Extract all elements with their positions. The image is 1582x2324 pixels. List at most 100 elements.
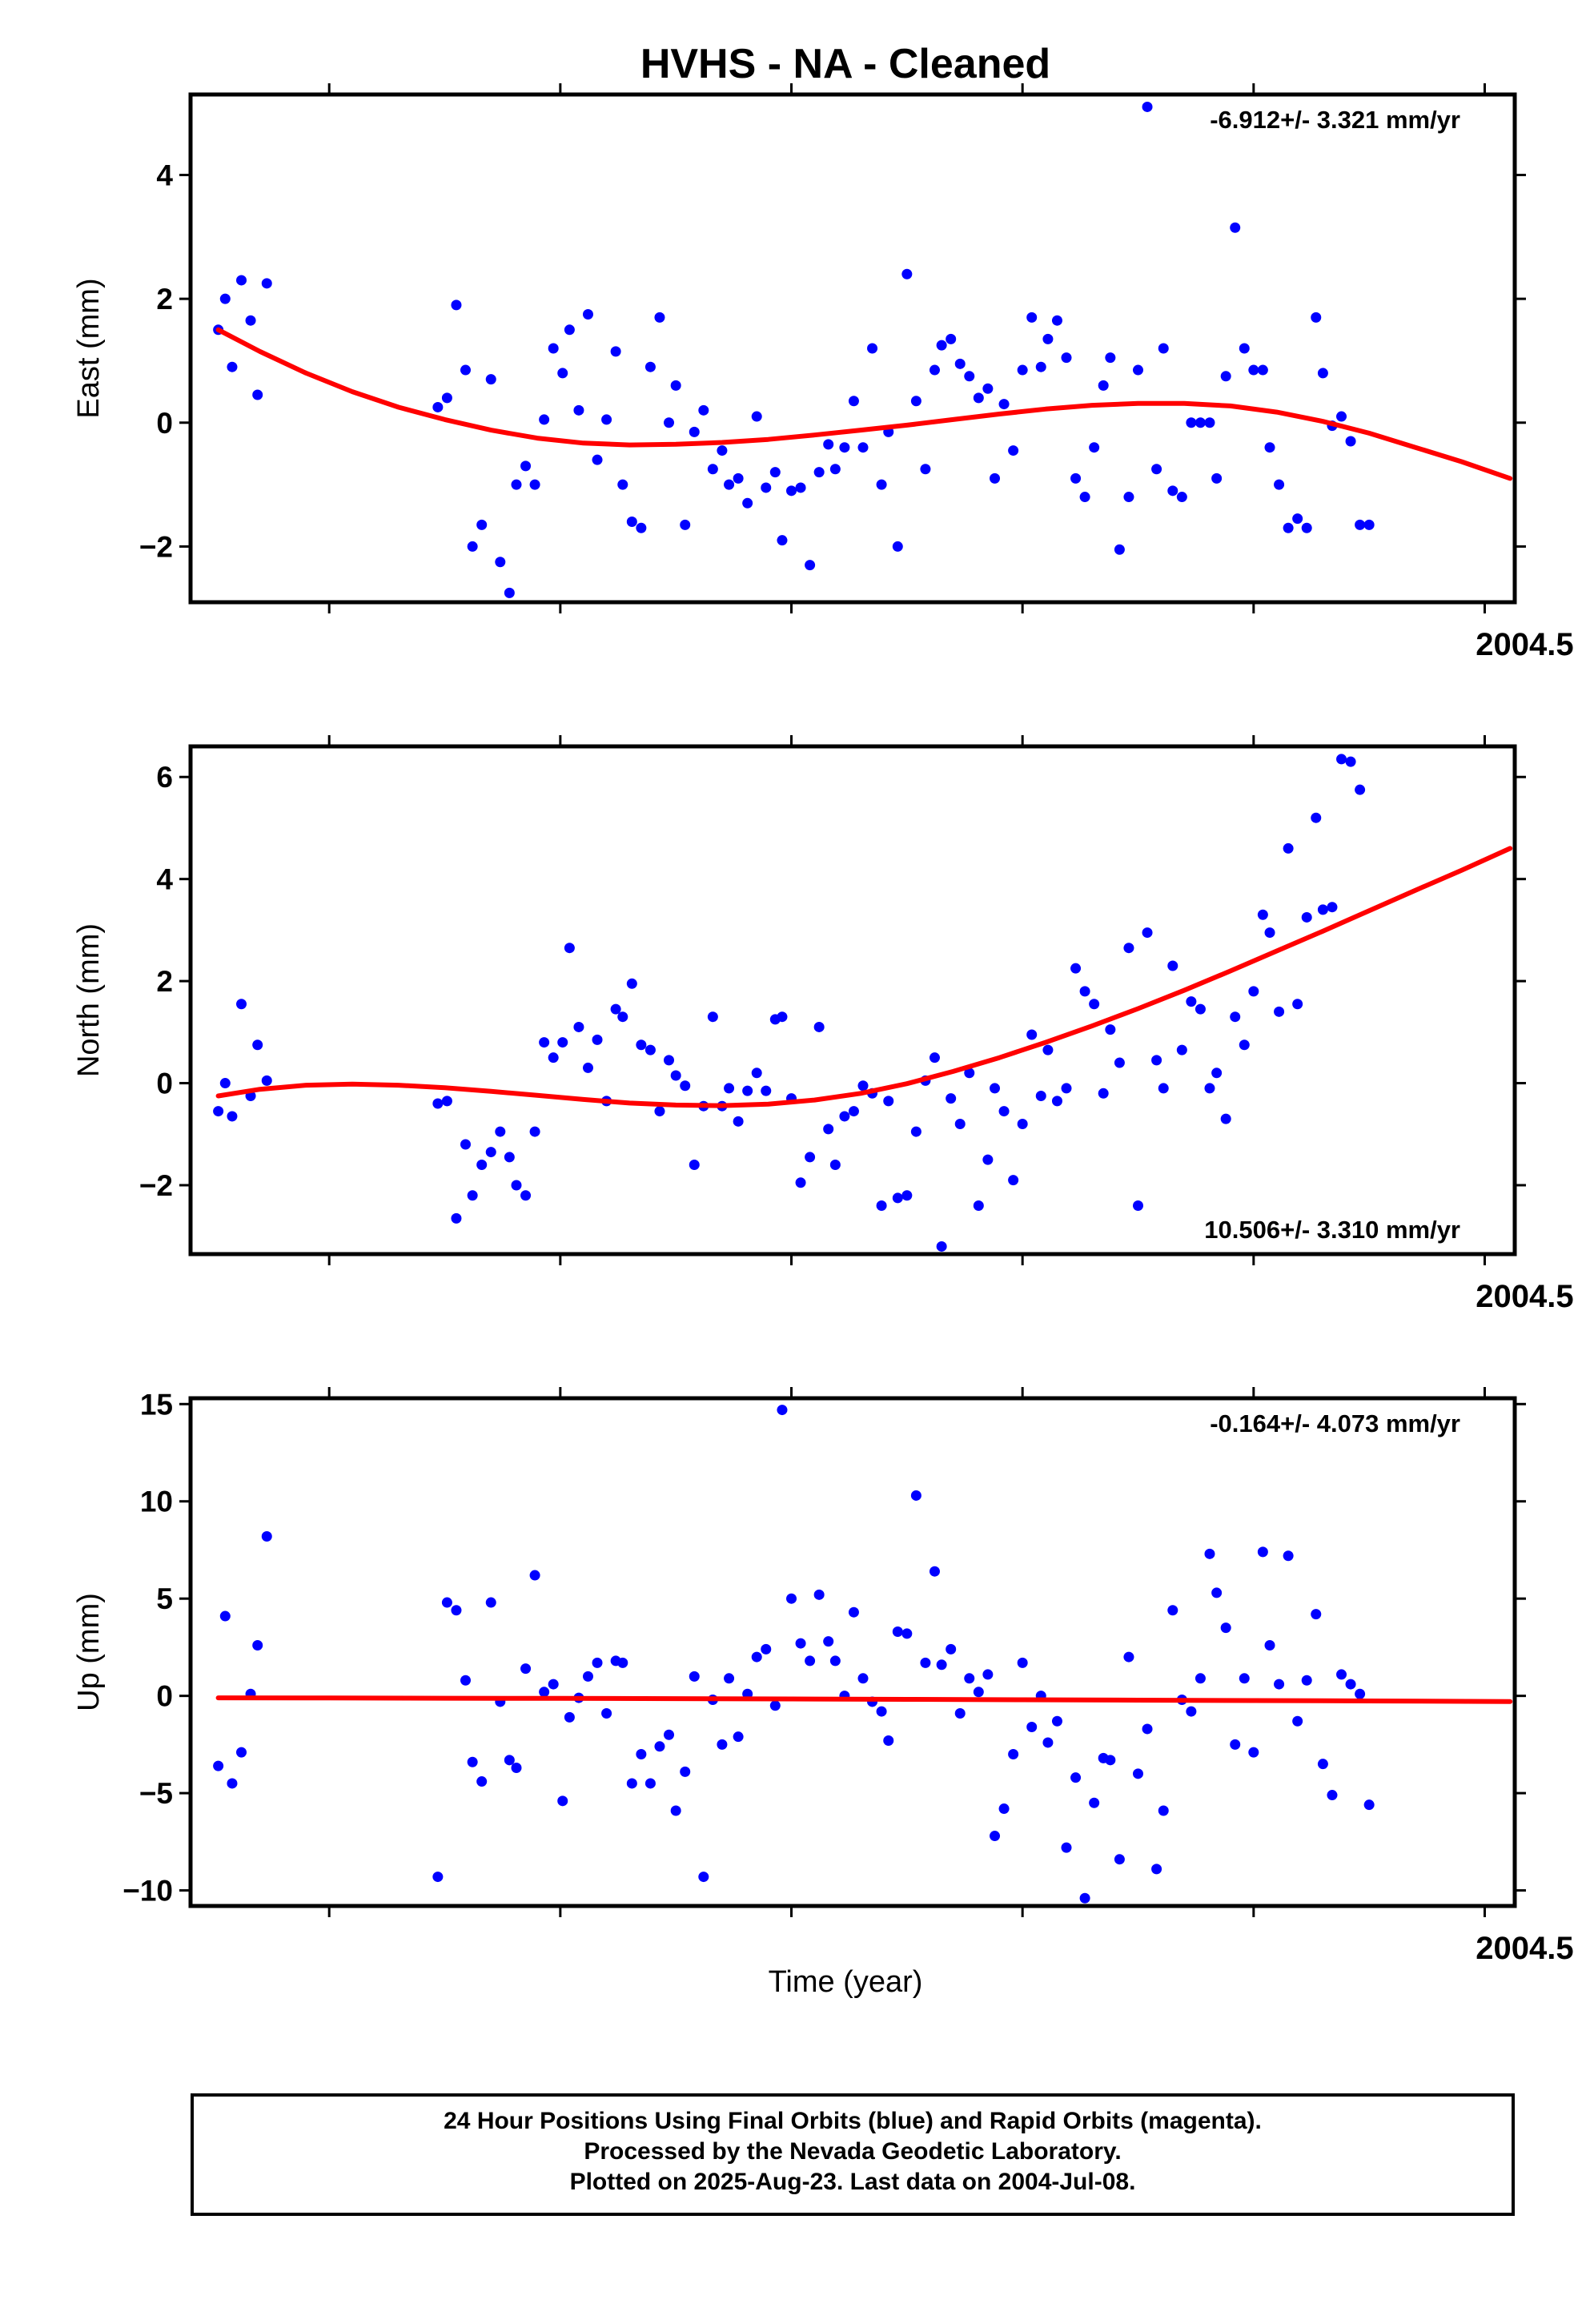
- y-tick-label: −2: [139, 1169, 173, 1202]
- data-point: [1264, 442, 1275, 453]
- data-point: [1151, 464, 1162, 475]
- data-point: [857, 1080, 869, 1092]
- data-point: [892, 1192, 903, 1204]
- data-point: [742, 497, 753, 509]
- data-point: [252, 1039, 263, 1051]
- data-point: [1327, 902, 1338, 913]
- data-point: [777, 1011, 788, 1023]
- data-point: [1220, 1622, 1231, 1634]
- data-point: [901, 268, 913, 279]
- data-point: [573, 404, 584, 416]
- data-point: [839, 442, 850, 453]
- data-point: [467, 1190, 478, 1201]
- data-point: [1257, 909, 1268, 920]
- data-point: [1105, 352, 1116, 364]
- y-tick-label: 2: [156, 283, 173, 316]
- data-point: [1035, 1090, 1046, 1101]
- data-point: [664, 1055, 675, 1066]
- data-point: [929, 1566, 940, 1577]
- data-point: [954, 1708, 966, 1719]
- data-point: [467, 1756, 478, 1767]
- data-point: [252, 389, 263, 400]
- data-point: [261, 1530, 272, 1542]
- data-point: [795, 1638, 806, 1649]
- y-axis-label: East (mm): [72, 278, 106, 418]
- data-point: [626, 516, 637, 527]
- data-point: [1132, 364, 1143, 376]
- axes-frame: [188, 92, 1517, 605]
- data-point: [1132, 1200, 1143, 1211]
- data-point: [441, 1597, 452, 1608]
- data-point: [982, 1669, 994, 1680]
- data-point: [539, 1687, 550, 1698]
- data-point: [1345, 1679, 1356, 1690]
- data-point: [1248, 986, 1259, 997]
- data-point: [680, 1766, 691, 1777]
- y-tick-label: 15: [140, 1388, 173, 1421]
- rate-label: 10.506+/- 3.310 mm/yr: [1204, 1216, 1460, 1244]
- data-point: [261, 278, 272, 289]
- data-point: [1061, 352, 1072, 364]
- data-point: [954, 358, 966, 369]
- data-point: [548, 343, 559, 354]
- data-point: [582, 308, 593, 320]
- data-point: [432, 1872, 444, 1883]
- data-point: [954, 1119, 966, 1130]
- y-axis-label: North (mm): [72, 923, 106, 1077]
- data-point: [601, 414, 612, 425]
- data-point: [1230, 222, 1241, 233]
- y-tick-label: 4: [156, 863, 173, 896]
- data-point: [213, 1760, 224, 1771]
- data-point: [219, 1078, 231, 1089]
- data-point: [848, 396, 859, 407]
- data-point: [823, 1124, 834, 1135]
- data-point: [1079, 986, 1090, 997]
- data-point: [1186, 417, 1197, 428]
- data-point: [654, 1741, 665, 1752]
- data-point: [724, 1083, 735, 1094]
- data-point: [733, 1731, 744, 1743]
- data-point: [644, 1044, 656, 1055]
- data-point: [1311, 1609, 1322, 1620]
- data-point: [1211, 1587, 1223, 1598]
- data-point: [901, 1628, 913, 1639]
- panel-north: −2 0 2 4 6 2004.5 North (mm) 10.506+/- 3.310 mm…: [72, 735, 1574, 1314]
- data-point: [441, 1096, 452, 1107]
- data-point: [990, 1083, 1001, 1094]
- data-point: [564, 943, 575, 954]
- data-point: [236, 1747, 247, 1758]
- data-point: [485, 1147, 496, 1158]
- data-point: [1220, 371, 1231, 382]
- data-point: [946, 1643, 957, 1655]
- data-point: [680, 1080, 691, 1092]
- data-point: [805, 1152, 816, 1163]
- data-point: [564, 1711, 575, 1723]
- data-point: [1186, 1706, 1197, 1717]
- data-point: [636, 522, 647, 533]
- data-point: [1345, 756, 1356, 767]
- data-point: [1204, 1548, 1215, 1559]
- data-point: [476, 1159, 488, 1170]
- fit-line: [215, 846, 1513, 1108]
- data-point: [1239, 1673, 1250, 1684]
- data-point: [698, 404, 709, 416]
- data-point: [910, 396, 921, 407]
- data-point: [485, 374, 496, 385]
- data-point: [460, 364, 472, 376]
- chart-title: HVHS - NA - Cleaned: [640, 41, 1050, 87]
- data-point: [1158, 1805, 1169, 1816]
- data-point: [848, 1106, 859, 1117]
- data-point: [1317, 1759, 1328, 1770]
- panel-east: −2 0 2 4 2004.5 East (mm) -6.912+/- 3.321 mm/y…: [72, 83, 1574, 662]
- data-point: [813, 1021, 825, 1032]
- data-point: [1230, 1739, 1241, 1750]
- data-point: [813, 1589, 825, 1600]
- data-point: [504, 1152, 515, 1163]
- data-point: [432, 401, 444, 412]
- data-point: [920, 464, 931, 475]
- data-point: [892, 541, 903, 552]
- data-point: [1336, 411, 1347, 422]
- data-point: [451, 1605, 462, 1616]
- data-point: [1079, 1892, 1090, 1904]
- data-point: [467, 541, 478, 552]
